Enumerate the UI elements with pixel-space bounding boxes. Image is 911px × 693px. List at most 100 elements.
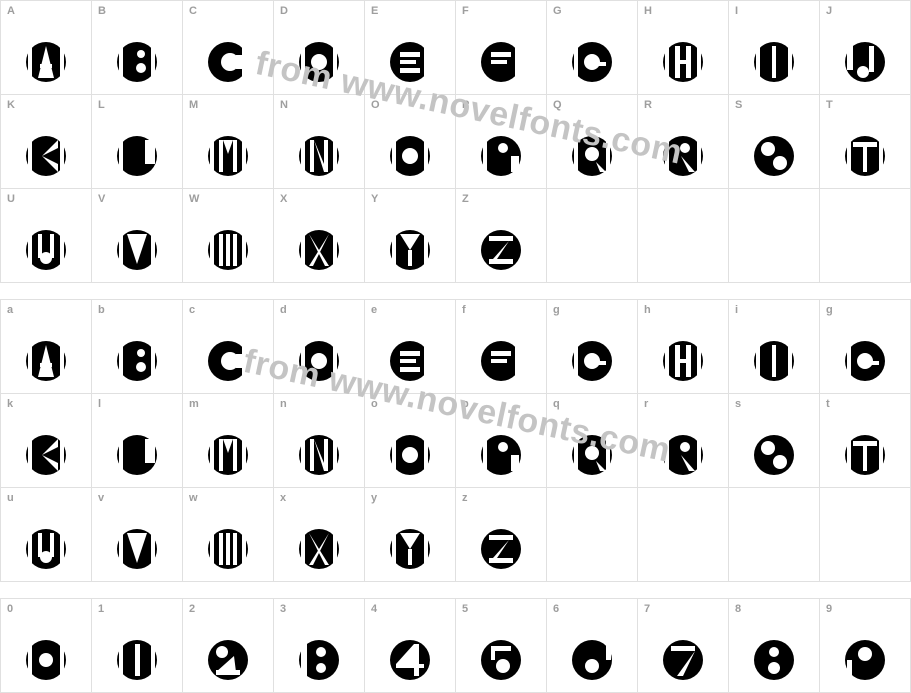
glyph-icon	[1, 337, 91, 385]
glyph-cell: d	[274, 300, 365, 394]
glyph-cell: 7	[638, 599, 729, 693]
glyph-icon	[547, 431, 637, 479]
glyph-cell	[729, 488, 820, 582]
glyph-cell: S	[729, 95, 820, 189]
glyph-cell	[547, 189, 638, 283]
cell-label: 7	[644, 603, 650, 615]
glyph-icon	[274, 337, 364, 385]
glyph-cell: 5	[456, 599, 547, 693]
cell-label: F	[462, 5, 469, 17]
glyph-icon	[820, 636, 910, 684]
cell-label: W	[189, 193, 199, 205]
glyph-cell: l	[92, 394, 183, 488]
cell-label: O	[371, 99, 380, 111]
glyph-icon	[92, 38, 182, 86]
table-row: U V W X Y Z	[1, 189, 911, 283]
glyph-cell: o	[365, 394, 456, 488]
table-row: u v w x y z	[1, 488, 911, 582]
glyph-icon	[820, 431, 910, 479]
glyph-icon	[456, 38, 546, 86]
glyph-icon	[729, 431, 819, 479]
glyph-icon	[365, 636, 455, 684]
glyph-icon	[274, 525, 364, 573]
glyph-icon	[183, 132, 273, 180]
cell-label: 2	[189, 603, 195, 615]
glyph-cell: 2	[183, 599, 274, 693]
glyph-icon	[638, 431, 728, 479]
cell-label: y	[371, 492, 377, 504]
cell-label: Z	[462, 193, 469, 205]
glyph-icon	[274, 132, 364, 180]
cell-label: I	[735, 5, 738, 17]
glyph-cell: b	[92, 300, 183, 394]
glyph-cell: c	[183, 300, 274, 394]
cell-label: o	[371, 398, 378, 410]
glyph-cell	[638, 488, 729, 582]
cell-label: d	[280, 304, 287, 316]
glyph-cell: L	[92, 95, 183, 189]
cell-label: l	[98, 398, 101, 410]
cell-label: D	[280, 5, 288, 17]
glyph-cell: g	[547, 300, 638, 394]
cell-label: J	[826, 5, 832, 17]
glyph-cell: x	[274, 488, 365, 582]
glyph-icon	[183, 226, 273, 274]
glyph-cell: e	[365, 300, 456, 394]
glyph-cell	[638, 189, 729, 283]
glyph-icon	[274, 226, 364, 274]
glyph-cell: y	[365, 488, 456, 582]
glyph-icon	[729, 38, 819, 86]
glyph-icon	[365, 431, 455, 479]
glyph-icon	[92, 132, 182, 180]
glyph-cell: f	[456, 300, 547, 394]
glyph-cell: q	[547, 394, 638, 488]
glyph-cell: V	[92, 189, 183, 283]
cell-label: 9	[826, 603, 832, 615]
cell-label: A	[7, 5, 15, 17]
glyph-icon	[638, 636, 728, 684]
cell-label: E	[371, 5, 378, 17]
glyph-icon	[547, 132, 637, 180]
glyph-icon	[456, 226, 546, 274]
glyph-cell: F	[456, 1, 547, 95]
glyph-icon	[1, 431, 91, 479]
glyph-cell	[820, 488, 911, 582]
cell-label: x	[280, 492, 286, 504]
glyph-cell: K	[1, 95, 92, 189]
glyph-icon	[1, 132, 91, 180]
cell-label: u	[7, 492, 14, 504]
cell-label: 5	[462, 603, 468, 615]
glyph-cell: X	[274, 189, 365, 283]
glyph-icon	[365, 525, 455, 573]
glyph-icon	[274, 636, 364, 684]
glyph-cell: E	[365, 1, 456, 95]
cell-label: 1	[98, 603, 104, 615]
glyph-icon	[1, 525, 91, 573]
cell-label: 8	[735, 603, 741, 615]
cell-label: X	[280, 193, 287, 205]
glyph-cell: k	[1, 394, 92, 488]
glyph-icon	[183, 337, 273, 385]
glyph-icon	[1, 636, 91, 684]
glyph-cell: Y	[365, 189, 456, 283]
cell-label: v	[98, 492, 104, 504]
glyph-icon	[92, 636, 182, 684]
cell-label: r	[644, 398, 648, 410]
glyph-cell: C	[183, 1, 274, 95]
glyph-cell: w	[183, 488, 274, 582]
table-row: 0 1 2 3 4 5 6 7 8 9	[1, 599, 911, 693]
glyph-icon	[92, 525, 182, 573]
glyph-cell	[820, 189, 911, 283]
glyph-icon	[729, 636, 819, 684]
cell-label: P	[462, 99, 469, 111]
glyph-cell: N	[274, 95, 365, 189]
glyph-icon	[729, 132, 819, 180]
glyph-cell: i	[729, 300, 820, 394]
glyph-cell: B	[92, 1, 183, 95]
glyph-cell: 8	[729, 599, 820, 693]
cell-label: K	[7, 99, 15, 111]
glyph-cell: 3	[274, 599, 365, 693]
glyph-cell: W	[183, 189, 274, 283]
glyph-icon	[456, 132, 546, 180]
glyph-icon	[547, 38, 637, 86]
